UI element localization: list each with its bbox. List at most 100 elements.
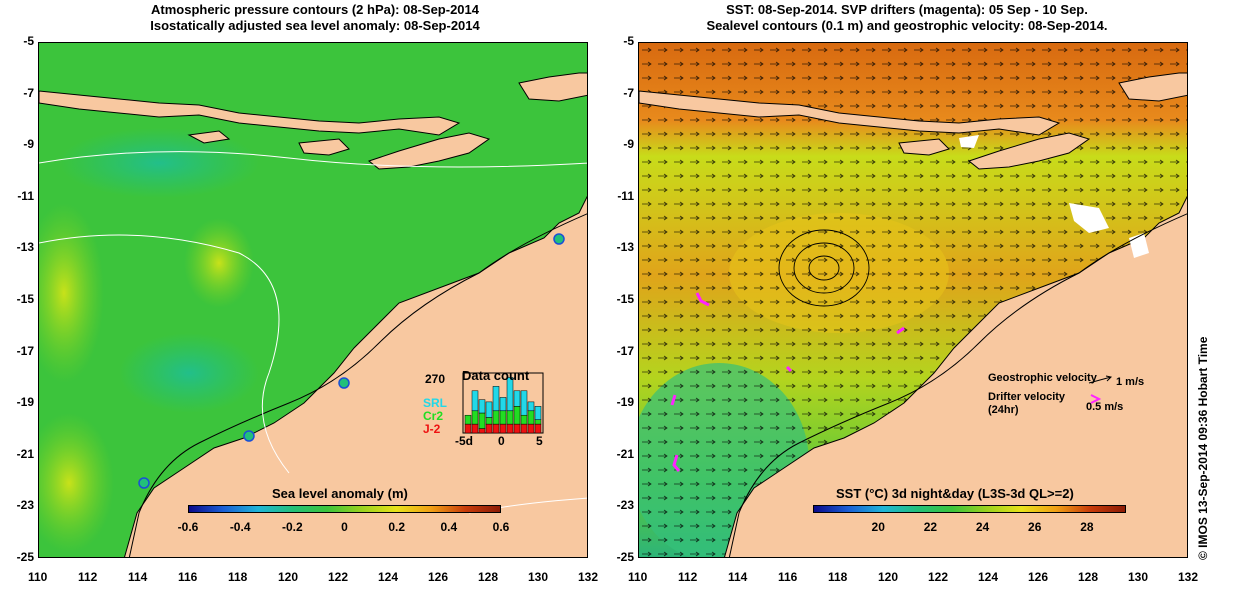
geostrophic-scale-arrow bbox=[1088, 375, 1113, 384]
data-count-xtick: 0 bbox=[498, 434, 505, 448]
drifter-track bbox=[785, 365, 793, 373]
timor-island bbox=[367, 132, 491, 170]
data-count-bar bbox=[499, 397, 507, 412]
colorbar-tick-label: 0.6 bbox=[492, 520, 510, 534]
x-tick-label: 124 bbox=[378, 570, 399, 584]
pressure-contour-1 bbox=[39, 151, 587, 168]
data-count-bar bbox=[506, 423, 514, 434]
y-tick-label: -7 bbox=[23, 85, 34, 100]
data-count-bar bbox=[527, 401, 535, 412]
drifter-legend-line2: (24hr) bbox=[988, 404, 1019, 416]
northeast-island bbox=[518, 72, 587, 102]
y-tick-label: -23 bbox=[616, 498, 634, 513]
x-tick-label: 114 bbox=[128, 570, 148, 584]
data-count-bar bbox=[520, 414, 528, 425]
data-count-bar bbox=[534, 419, 542, 425]
y-tick-label: -19 bbox=[16, 395, 34, 410]
x-tick-label: 110 bbox=[28, 570, 48, 584]
colorbar-tick-label: -0.6 bbox=[177, 520, 199, 534]
eddy-contours bbox=[778, 229, 870, 307]
drifter-scale: 0.5 m/s bbox=[1086, 401, 1124, 413]
left-title-line1: Atmospheric pressure contours (2 hPa): 0… bbox=[151, 2, 479, 17]
data-count-bar bbox=[492, 386, 500, 412]
anomaly-high-west bbox=[39, 203, 104, 383]
tide-gauge bbox=[553, 233, 565, 245]
x-tick-label: 110 bbox=[628, 570, 648, 584]
data-count-bar bbox=[534, 406, 542, 420]
data-count-bar bbox=[513, 390, 521, 407]
drifter-legend-line1: Drifter velocity bbox=[988, 391, 1066, 403]
x-tick-label: 116 bbox=[778, 570, 798, 584]
x-tick-label: 130 bbox=[1128, 570, 1149, 584]
y-tick-label: -19 bbox=[616, 395, 634, 410]
colorbar-tick-label: 26 bbox=[1028, 520, 1042, 534]
x-tick-label: 128 bbox=[478, 570, 499, 584]
x-tick-label: 116 bbox=[178, 570, 198, 584]
data-count-bar bbox=[464, 414, 472, 425]
y-tick-label: -5 bbox=[23, 34, 34, 48]
x-tick-label: 114 bbox=[728, 570, 748, 584]
tide-gauge bbox=[138, 477, 150, 489]
y-tick-label: -23 bbox=[16, 498, 34, 513]
y-tick-label: -21 bbox=[616, 446, 634, 461]
sea-level-map bbox=[38, 42, 588, 558]
satellite-srl: SRL bbox=[423, 396, 447, 410]
tide-gauge bbox=[243, 430, 255, 442]
colorbar-tick-label: -0.4 bbox=[229, 520, 251, 534]
cloud-mask bbox=[959, 135, 979, 148]
data-count-bar bbox=[471, 410, 479, 425]
x-tick-label: 112 bbox=[678, 570, 698, 584]
drifter-track bbox=[670, 394, 677, 406]
colorbar-tick-label: 0.2 bbox=[388, 520, 405, 534]
data-count-bar bbox=[527, 410, 535, 425]
colorbar-tick-label: 0.4 bbox=[440, 520, 458, 534]
sumba-island bbox=[298, 138, 350, 156]
right-colorbar bbox=[813, 505, 1126, 513]
timor-island bbox=[967, 132, 1091, 170]
data-count-bar bbox=[485, 401, 493, 418]
y-tick-label: -15 bbox=[616, 292, 634, 306]
colorbar-tick-label: -0.2 bbox=[281, 520, 303, 534]
y-tick-label: -21 bbox=[16, 446, 34, 461]
tide-gauge bbox=[338, 377, 350, 389]
colorbar-tick-label: 20 bbox=[871, 520, 885, 534]
anomaly-low-north bbox=[59, 128, 259, 198]
y-tick-label: -9 bbox=[23, 137, 34, 152]
sea-level-map-svg bbox=[39, 43, 587, 557]
y-tick-label: -17 bbox=[16, 343, 34, 358]
data-count-max: 270 bbox=[425, 372, 446, 386]
x-tick-label: 122 bbox=[328, 570, 349, 584]
sst-map-svg bbox=[639, 43, 1187, 557]
data-count-bar bbox=[478, 428, 486, 434]
anomaly-high-central bbox=[184, 218, 254, 308]
colorbar-tick-label: 0 bbox=[341, 520, 348, 534]
drifter-tracks bbox=[670, 292, 905, 472]
x-tick-label: 112 bbox=[78, 570, 98, 584]
data-count-bar bbox=[499, 410, 507, 425]
x-tick-label: 126 bbox=[1028, 570, 1049, 584]
data-count-xtick: -5d bbox=[455, 434, 473, 448]
y-tick-label: -7 bbox=[623, 85, 634, 100]
data-count-bar bbox=[471, 390, 479, 412]
y-tick-label: -15 bbox=[16, 292, 34, 306]
geostrophic-legend: Geostrophic velocity bbox=[988, 372, 1097, 384]
data-count-bar bbox=[478, 399, 486, 414]
x-tick-label: 120 bbox=[278, 570, 299, 584]
left-colorbar-label: Sea level anomaly (m) bbox=[272, 486, 408, 501]
data-count-bar bbox=[499, 423, 507, 434]
sst-map bbox=[638, 42, 1188, 558]
data-count-bar bbox=[492, 410, 500, 425]
x-tick-label: 124 bbox=[978, 570, 999, 584]
pressure-contour-2 bbox=[39, 234, 290, 474]
java-nusa-tenggara bbox=[39, 90, 461, 136]
x-tick-label: 120 bbox=[878, 570, 899, 584]
data-count-bar bbox=[520, 423, 528, 434]
colorbar-tick-label: 22 bbox=[923, 520, 938, 534]
geostrophic-scale: 1 m/s bbox=[1116, 376, 1145, 388]
x-tick-label: 132 bbox=[578, 570, 599, 584]
data-count-xtick: 5 bbox=[536, 434, 543, 448]
depth-contour bbox=[728, 213, 1187, 557]
y-tick-label: -11 bbox=[17, 188, 34, 203]
data-count-bar bbox=[478, 412, 486, 429]
data-count-bar bbox=[520, 390, 528, 416]
